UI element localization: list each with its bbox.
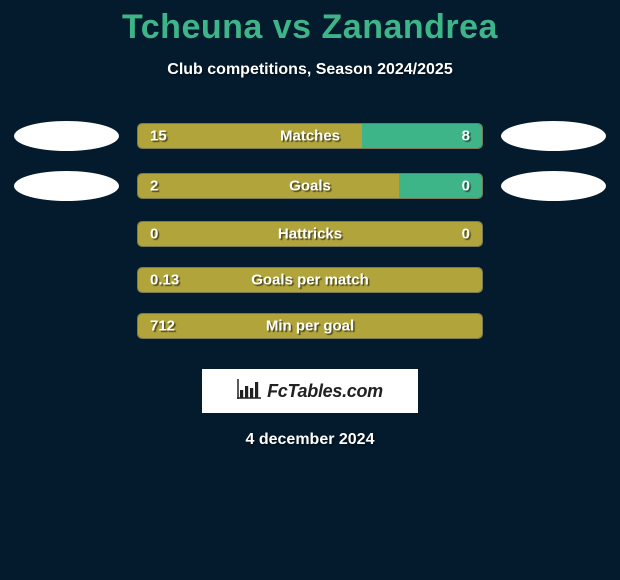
stat-value-left: 15 (150, 128, 167, 145)
stat-label: Min per goal (266, 318, 354, 335)
player-left-ellipse (14, 121, 119, 151)
stat-bar: 0.13 Goals per match (137, 267, 483, 293)
logo-text: FcTables.com (267, 381, 383, 402)
stat-bar: 15 Matches 8 (137, 123, 483, 149)
stats-container: 15 Matches 8 2 Goals 0 0 Hattricks 0 0.13 Goals pe… (0, 121, 620, 339)
stat-row: 2 Goals 0 (0, 171, 620, 201)
stat-value-left: 712 (150, 318, 175, 335)
date-text: 4 december 2024 (0, 431, 620, 449)
stat-value-left: 0 (150, 226, 158, 243)
stat-value-left: 2 (150, 178, 158, 195)
stat-row: 712 Min per goal (0, 313, 620, 339)
stat-label: Goals per match (251, 272, 369, 289)
stat-value-right: 0 (462, 178, 470, 195)
stat-bar: 712 Min per goal (137, 313, 483, 339)
stat-value-left: 0.13 (150, 272, 179, 289)
stat-bar-left (138, 174, 399, 198)
stat-row: 0 Hattricks 0 (0, 221, 620, 247)
stat-label: Hattricks (278, 226, 342, 243)
stat-label: Goals (289, 178, 331, 195)
stat-value-right: 8 (462, 128, 470, 145)
stat-row: 0.13 Goals per match (0, 267, 620, 293)
stat-bar: 0 Hattricks 0 (137, 221, 483, 247)
player-right-ellipse (501, 121, 606, 151)
stat-bar: 2 Goals 0 (137, 173, 483, 199)
stat-row: 15 Matches 8 (0, 121, 620, 151)
bar-chart-icon (237, 379, 261, 404)
stat-label: Matches (280, 128, 340, 145)
subtitle: Club competitions, Season 2024/2025 (0, 61, 620, 79)
logo-box: FcTables.com (202, 369, 418, 413)
stat-value-right: 0 (462, 226, 470, 243)
player-left-ellipse (14, 171, 119, 201)
page-title: Tcheuna vs Zanandrea (0, 0, 620, 47)
player-right-ellipse (501, 171, 606, 201)
